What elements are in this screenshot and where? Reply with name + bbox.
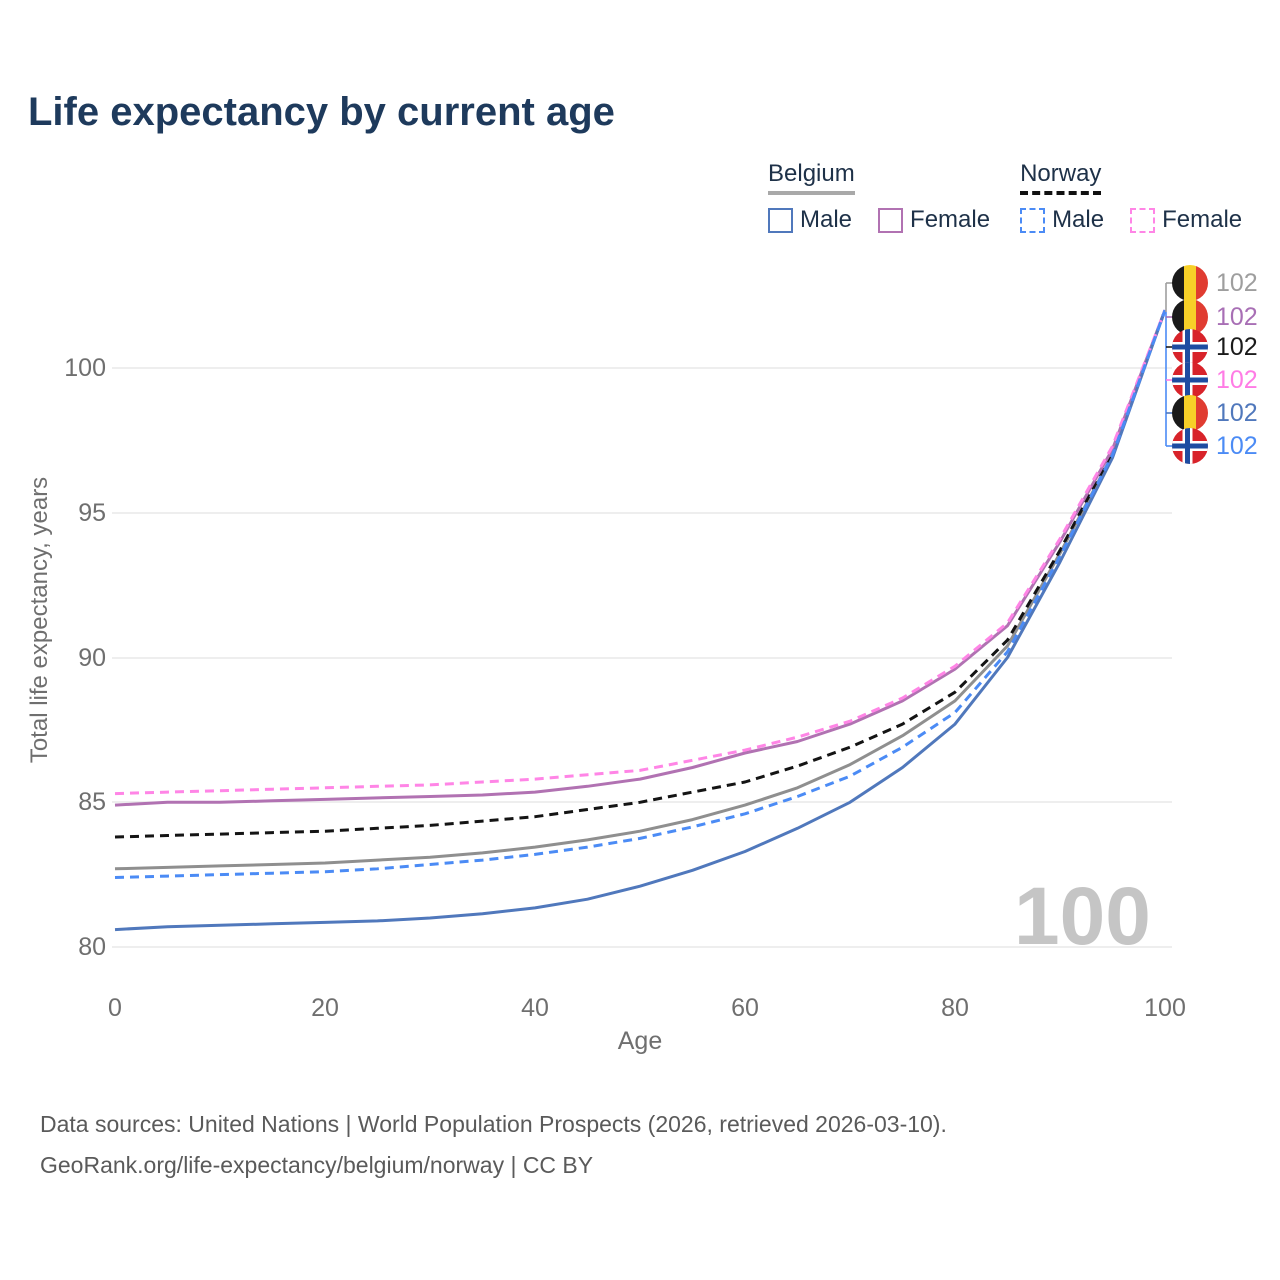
series-line-belgium-female[interactable] bbox=[114, 309, 1167, 807]
end-value: 102 bbox=[1216, 432, 1258, 460]
belgium-male-swatch-icon bbox=[768, 207, 793, 233]
legend-item-belgium-female[interactable]: Female bbox=[878, 206, 990, 234]
x-axis-title: Age bbox=[618, 1027, 662, 1055]
legend-item-label: Male bbox=[800, 206, 853, 233]
legend: Belgium Male Female Norway Male bbox=[768, 160, 1242, 234]
y-tick: 100 bbox=[64, 354, 106, 382]
series-line-belgium-male[interactable] bbox=[114, 309, 1167, 932]
legend-header-norway[interactable]: Norway bbox=[1020, 160, 1102, 195]
belgium-flag-icon bbox=[1172, 265, 1208, 301]
series-line-belgium-all[interactable] bbox=[114, 309, 1167, 871]
data-sources-line: Data sources: United Nations | World Pop… bbox=[40, 1111, 947, 1137]
legend-item-label: Female bbox=[910, 206, 991, 233]
end-label-belgium-all: 102 bbox=[1172, 265, 1258, 301]
x-tick: 60 bbox=[731, 994, 759, 1022]
end-value: 102 bbox=[1216, 303, 1258, 331]
legend-item-label: Male bbox=[1052, 206, 1105, 233]
gridlines bbox=[112, 367, 1172, 948]
legend-header-belgium[interactable]: Belgium bbox=[768, 160, 855, 195]
y-axis-title: Total life expectancy, years bbox=[26, 477, 53, 763]
current-age-watermark: 100 bbox=[1014, 871, 1151, 962]
x-axis-tick-labels: 0 20 40 60 80 100 bbox=[108, 994, 1186, 1022]
end-value: 102 bbox=[1216, 269, 1258, 297]
y-tick: 80 bbox=[78, 933, 106, 961]
legend-item-label: Female bbox=[1162, 206, 1243, 233]
legend-item-norway-male[interactable]: Male bbox=[1020, 206, 1104, 234]
norway-flag-icon bbox=[1172, 329, 1208, 365]
legend-item-belgium-male[interactable]: Male bbox=[768, 206, 852, 234]
belgium-female-swatch-icon bbox=[878, 207, 904, 233]
series-line-norway-all[interactable] bbox=[114, 309, 1167, 839]
end-value: 102 bbox=[1216, 333, 1258, 361]
series-line-norway-female[interactable] bbox=[114, 309, 1167, 796]
series-line-norway-male[interactable] bbox=[114, 309, 1167, 879]
end-label-norway-female: 102 bbox=[1172, 362, 1258, 398]
end-label-belgium-female: 102 bbox=[1172, 299, 1258, 335]
legend-group-belgium: Belgium Male Female bbox=[768, 160, 990, 234]
belgium-flag-icon bbox=[1172, 395, 1208, 431]
norway-flag-icon bbox=[1172, 428, 1208, 464]
end-label-norway-male: 102 bbox=[1172, 428, 1258, 464]
series-lines bbox=[114, 309, 1167, 932]
x-tick: 20 bbox=[311, 994, 339, 1022]
norway-male-swatch-icon bbox=[1020, 207, 1046, 233]
footer: Data sources: United Nations | World Pop… bbox=[40, 1104, 947, 1186]
attribution-line: GeoRank.org/life-expectancy/belgium/norw… bbox=[40, 1152, 594, 1178]
end-value: 102 bbox=[1216, 399, 1258, 427]
y-tick: 85 bbox=[78, 788, 106, 816]
y-tick: 90 bbox=[78, 644, 106, 672]
norway-female-swatch-icon bbox=[1130, 207, 1156, 233]
y-axis-tick-labels: 80 85 90 95 100 bbox=[64, 354, 106, 961]
y-tick: 95 bbox=[78, 499, 106, 527]
norway-flag-icon bbox=[1172, 362, 1208, 398]
page-title: Life expectancy by current age bbox=[28, 90, 615, 134]
end-value: 102 bbox=[1216, 366, 1258, 394]
x-tick: 80 bbox=[941, 994, 969, 1022]
legend-group-norway: Norway Male Female bbox=[1020, 160, 1242, 234]
end-label-norway-all: 102 bbox=[1172, 329, 1258, 365]
x-tick: 100 bbox=[1144, 994, 1186, 1022]
x-tick: 40 bbox=[521, 994, 549, 1022]
end-label-belgium-male: 102 bbox=[1172, 395, 1258, 431]
x-tick: 0 bbox=[108, 994, 122, 1022]
legend-item-norway-female[interactable]: Female bbox=[1130, 206, 1242, 234]
